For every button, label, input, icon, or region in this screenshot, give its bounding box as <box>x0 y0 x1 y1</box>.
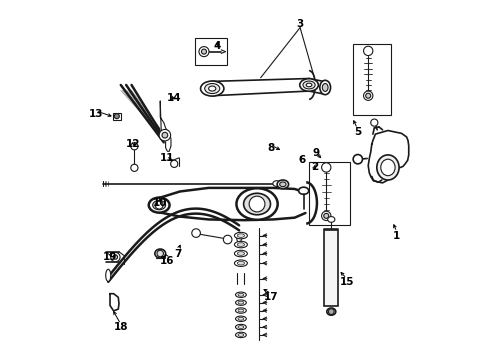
Polygon shape <box>160 101 171 151</box>
Ellipse shape <box>236 188 277 220</box>
Circle shape <box>223 235 231 244</box>
Ellipse shape <box>234 241 247 248</box>
Ellipse shape <box>243 193 270 215</box>
Text: 13: 13 <box>88 109 102 119</box>
Ellipse shape <box>235 308 246 313</box>
Ellipse shape <box>234 260 247 266</box>
Ellipse shape <box>235 292 246 297</box>
Ellipse shape <box>235 316 246 321</box>
Text: 2: 2 <box>310 162 317 172</box>
Ellipse shape <box>148 198 169 213</box>
Circle shape <box>155 201 163 209</box>
Ellipse shape <box>298 187 308 194</box>
Circle shape <box>321 211 330 221</box>
Circle shape <box>363 46 372 55</box>
Ellipse shape <box>237 252 244 255</box>
Text: 15: 15 <box>339 277 353 287</box>
Polygon shape <box>367 131 408 183</box>
Bar <box>195 39 226 65</box>
Ellipse shape <box>238 333 244 336</box>
Ellipse shape <box>238 318 244 320</box>
Ellipse shape <box>234 250 247 257</box>
Text: 3: 3 <box>296 19 303 29</box>
Bar <box>112 113 121 120</box>
Circle shape <box>157 250 163 257</box>
Text: 14: 14 <box>167 93 182 103</box>
Ellipse shape <box>380 159 394 176</box>
Bar <box>352 44 390 116</box>
Circle shape <box>113 255 117 259</box>
Ellipse shape <box>279 182 285 186</box>
Circle shape <box>131 164 138 171</box>
Circle shape <box>352 154 362 164</box>
Ellipse shape <box>236 232 241 242</box>
Text: 9: 9 <box>312 148 319 158</box>
Ellipse shape <box>200 81 224 96</box>
Text: 5: 5 <box>353 127 360 136</box>
Circle shape <box>363 91 372 100</box>
Circle shape <box>321 163 330 172</box>
Ellipse shape <box>277 180 288 189</box>
Ellipse shape <box>237 243 244 246</box>
Ellipse shape <box>235 300 246 305</box>
Ellipse shape <box>326 308 335 315</box>
Ellipse shape <box>237 234 244 237</box>
Circle shape <box>201 49 206 54</box>
Ellipse shape <box>303 81 314 89</box>
Circle shape <box>328 309 333 315</box>
Ellipse shape <box>238 309 244 312</box>
Ellipse shape <box>235 324 246 330</box>
Circle shape <box>159 130 170 141</box>
Ellipse shape <box>204 84 219 94</box>
Circle shape <box>191 229 200 237</box>
Ellipse shape <box>272 181 280 186</box>
Bar <box>324 230 338 306</box>
Ellipse shape <box>319 80 330 95</box>
Circle shape <box>114 114 119 119</box>
Circle shape <box>365 93 370 98</box>
Text: 17: 17 <box>264 292 278 302</box>
Text: 4: 4 <box>213 41 221 50</box>
Text: 19: 19 <box>102 252 117 262</box>
Circle shape <box>249 196 264 212</box>
Ellipse shape <box>376 155 398 180</box>
Circle shape <box>323 213 328 219</box>
Circle shape <box>110 252 120 262</box>
Bar <box>308 162 349 225</box>
Circle shape <box>170 160 178 167</box>
Circle shape <box>370 119 377 126</box>
Text: 16: 16 <box>160 256 174 266</box>
Circle shape <box>199 46 208 57</box>
Ellipse shape <box>235 332 246 338</box>
Ellipse shape <box>322 84 327 91</box>
Text: 6: 6 <box>298 155 305 165</box>
Ellipse shape <box>299 79 318 91</box>
Ellipse shape <box>152 201 165 210</box>
Text: 10: 10 <box>153 198 167 208</box>
Ellipse shape <box>238 301 244 304</box>
Text: 7: 7 <box>174 248 182 258</box>
Ellipse shape <box>208 86 215 91</box>
Text: 12: 12 <box>126 139 140 149</box>
Circle shape <box>162 132 167 138</box>
Ellipse shape <box>234 232 247 239</box>
Ellipse shape <box>237 261 244 265</box>
Text: 1: 1 <box>392 231 400 240</box>
Ellipse shape <box>238 293 244 296</box>
Ellipse shape <box>327 217 334 222</box>
Ellipse shape <box>105 269 110 282</box>
Text: 18: 18 <box>113 322 128 332</box>
Ellipse shape <box>238 325 244 328</box>
Ellipse shape <box>155 249 165 258</box>
Circle shape <box>131 143 138 150</box>
Text: 11: 11 <box>160 153 174 163</box>
Text: 8: 8 <box>267 143 274 153</box>
Ellipse shape <box>305 83 311 87</box>
